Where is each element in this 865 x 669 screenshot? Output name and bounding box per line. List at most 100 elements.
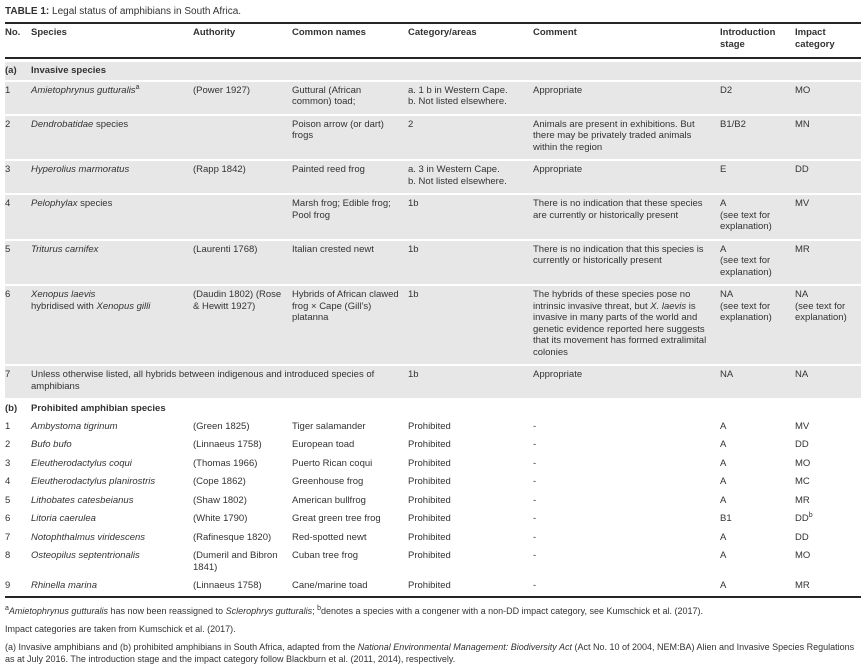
- cell-species: Hyperolius marmoratus: [31, 164, 130, 175]
- table-row: 9 Rhinella marina (Linnaeus 1758) Cane/m…: [5, 577, 861, 597]
- cell-comment: -: [533, 439, 537, 450]
- cell-no: 3: [5, 164, 11, 175]
- table-row: 5 Lithobates catesbeianus (Shaw 1802) Am…: [5, 492, 861, 511]
- section-a-no: (a): [5, 65, 17, 76]
- cell-category-areas: 1b: [408, 243, 419, 255]
- cell-comment: -: [533, 513, 537, 524]
- cell-impact-category: MN: [795, 118, 810, 130]
- cell-authority: (Green 1825): [193, 420, 250, 432]
- cell-species: Unless otherwise listed, all hybrids bet…: [31, 369, 375, 392]
- table-row: 7 Notophthalmus viridescens (Rafinesque …: [5, 529, 861, 548]
- cell-introduction-stage: NA: [720, 369, 734, 380]
- cell-introduction-stage: E: [720, 164, 727, 175]
- section-a-header: (a) Invasive species: [5, 62, 861, 81]
- footnote-text: (a) Invasive amphibians and (b) prohibit…: [5, 641, 855, 664]
- cell-no: 3: [5, 457, 11, 469]
- cell-common-names: Cane/marine toad: [292, 580, 368, 591]
- section-a-label: Invasive species: [31, 65, 106, 76]
- cell-impact-category: MO: [795, 550, 811, 561]
- cell-category-areas: 2: [408, 118, 414, 130]
- cell-species: Rhinella marina: [31, 580, 98, 591]
- cell-common-names: Poison arrow (or dart) frogs: [292, 118, 384, 142]
- table-header: No. Species Authority Common names Categ…: [5, 23, 861, 58]
- cell-no: 6: [5, 513, 11, 524]
- footnotes: aAmietophrynus gutturalis has now been r…: [5, 605, 861, 669]
- cell-category-areas: Prohibited: [408, 580, 451, 591]
- cell-impact-category: DD: [795, 531, 809, 543]
- cell-comment: -: [533, 457, 537, 469]
- cell-comment: Appropriate: [533, 369, 583, 380]
- footnote: Impact categories are taken from Kumschi…: [5, 623, 861, 635]
- cell-common-names: Guttural (African common) toad;: [292, 84, 362, 108]
- cell-impact-category: MV: [795, 198, 810, 209]
- cell-comment: -: [533, 476, 537, 487]
- cell-impact-category: DD: [795, 164, 809, 175]
- col-header-species: Species: [31, 27, 67, 38]
- cell-impact-category: NA: [795, 369, 809, 380]
- cell-comment: Appropriate: [533, 84, 583, 96]
- cell-no: 5: [5, 494, 11, 506]
- cell-introduction-stage: A: [720, 531, 727, 543]
- cell-introduction-stage: B1/B2: [720, 118, 746, 130]
- table-row-hybrids: 7 Unless otherwise listed, all hybrids b…: [5, 365, 861, 399]
- cell-introduction-stage: A: [720, 457, 727, 469]
- table-row: 2 Bufo bufo (Linnaeus 1758) European toa…: [5, 436, 861, 455]
- cell-authority: (Cope 1862): [193, 476, 246, 487]
- table-row: 1 Amietophrynus gutturalisa (Power 1927)…: [5, 80, 861, 115]
- cell-common-names: Puerto Rican coqui: [292, 457, 373, 469]
- cell-species: Eleutherodactylus coqui: [31, 457, 132, 469]
- table-row: 3 Hyperolius marmoratus (Rapp 1842) Pain…: [5, 160, 861, 194]
- cell-authority: (Rafinesque 1820): [193, 531, 272, 543]
- cell-comment: -: [533, 580, 537, 591]
- cell-common-names: Cuban tree frog: [292, 550, 359, 561]
- cell-impact-category: DDb: [795, 511, 813, 524]
- cell-species: Dendrobatidae species: [31, 118, 129, 130]
- cell-authority: (Shaw 1802): [193, 494, 247, 506]
- cell-common-names: Great green tree frog: [292, 513, 381, 524]
- col-header-no: No.: [5, 27, 21, 38]
- footnote-text: aAmietophrynus gutturalis has now been r…: [5, 604, 704, 616]
- cell-no: 1: [5, 420, 11, 432]
- cell-category-areas: a. 1 b in Western Cape. b. Not listed els…: [408, 84, 508, 108]
- cell-category-areas: Prohibited: [408, 457, 451, 469]
- cell-no: 7: [5, 369, 11, 380]
- cell-comment: There is no indication that these specie…: [533, 198, 703, 221]
- cell-authority: [193, 115, 292, 161]
- cell-introduction-stage: D2: [720, 84, 733, 96]
- table-row: 6 Litoria caerulea (White 1790) Great gr…: [5, 510, 861, 529]
- cell-impact-category: MR: [795, 494, 810, 506]
- cell-common-names: European toad: [292, 439, 355, 450]
- cell-introduction-stage: A: [720, 476, 727, 487]
- cell-common-names: Greenhouse frog: [292, 476, 364, 487]
- table-row: 4 Eleutherodactylus planirostris (Cope 1…: [5, 473, 861, 492]
- cell-introduction-stage: B1: [720, 513, 732, 524]
- cell-category-areas: 1b: [408, 289, 419, 300]
- cell-category-areas: Prohibited: [408, 550, 451, 561]
- col-header-common-names: Common names: [292, 27, 366, 38]
- cell-common-names: Red-spotted newt: [292, 531, 367, 543]
- table-row: 8 Osteopilus septentrionalis (Dumeril an…: [5, 547, 861, 577]
- cell-category-areas: Prohibited: [408, 531, 451, 543]
- cell-species: Xenopus laevis hybridised with Xenopus gi…: [31, 289, 151, 312]
- section-b-header: (b) Prohibited amphibian species: [5, 399, 861, 418]
- cell-authority: (Linnaeus 1758): [193, 580, 262, 591]
- cell-category-areas: Prohibited: [408, 439, 451, 450]
- cell-no: 4: [5, 476, 11, 487]
- col-header-authority: Authority: [193, 27, 236, 38]
- cell-species: Pelophylax species: [31, 198, 113, 209]
- footnote-text: Impact categories are taken from Kumschi…: [5, 623, 236, 634]
- cell-introduction-stage: A (see text for explanation): [720, 243, 772, 278]
- cell-comment: -: [533, 531, 537, 543]
- cell-comment: Animals are present in exhibitions. But …: [533, 118, 695, 153]
- cell-no: 2: [5, 439, 11, 450]
- cell-species: Lithobates catesbeianus: [31, 494, 134, 506]
- table-row: 4 Pelophylax species Marsh frog; Edible …: [5, 194, 861, 240]
- footnote: aAmietophrynus gutturalis has now been r…: [5, 605, 861, 617]
- table-row: 3 Eleutherodactylus coqui (Thomas 1966) …: [5, 455, 861, 474]
- cell-species: Eleutherodactylus planirostris: [31, 476, 156, 487]
- cell-impact-category: MV: [795, 420, 810, 432]
- cell-species: Osteopilus septentrionalis: [31, 550, 140, 561]
- cell-category-areas: Prohibited: [408, 513, 451, 524]
- cell-species: Ambystoma tigrinum: [31, 420, 118, 432]
